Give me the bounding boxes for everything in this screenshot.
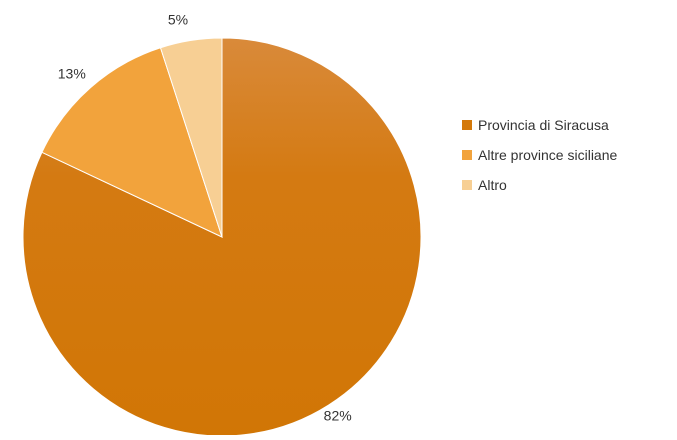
- pie-slice-altre-province-siciliane: [41, 47, 223, 238]
- legend-item-altro: Altro: [462, 177, 617, 193]
- legend-label: Altro: [478, 177, 507, 193]
- legend-swatch: [462, 120, 472, 130]
- legend-item-altre-province-siciliane: Altre province siciliane: [462, 147, 617, 163]
- legend-label: Altre province siciliane: [478, 147, 618, 163]
- legend-swatch: [462, 150, 472, 160]
- legend-item-provincia-di-siracusa: Provincia di Siracusa: [462, 117, 617, 133]
- data-label-provincia-di-siracusa: 82%: [324, 408, 352, 424]
- pie-slice-altro: [159, 37, 223, 238]
- legend: Provincia di Siracusa Altre province sic…: [462, 117, 617, 193]
- data-label-altro: 5%: [168, 12, 188, 28]
- pie-slices: [22, 37, 422, 437]
- legend-swatch: [462, 180, 472, 190]
- legend-label: Provincia di Siracusa: [478, 117, 609, 133]
- data-labels: 82% 13% 5%: [58, 12, 352, 424]
- data-label-altre-province-siciliane: 13%: [58, 66, 86, 82]
